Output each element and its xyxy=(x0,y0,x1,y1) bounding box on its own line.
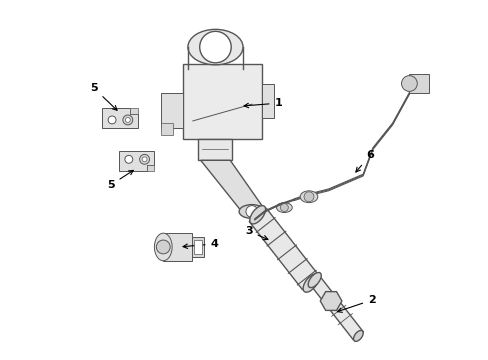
Polygon shape xyxy=(119,152,154,171)
Text: 2: 2 xyxy=(337,295,375,312)
Text: 5: 5 xyxy=(90,84,117,110)
Polygon shape xyxy=(197,139,232,160)
Circle shape xyxy=(401,76,416,91)
Polygon shape xyxy=(146,165,154,171)
Polygon shape xyxy=(161,123,173,135)
Circle shape xyxy=(140,154,149,164)
Text: 1: 1 xyxy=(244,98,282,108)
Ellipse shape xyxy=(307,273,321,288)
Polygon shape xyxy=(309,276,363,340)
Polygon shape xyxy=(191,237,203,257)
Circle shape xyxy=(142,157,147,162)
Text: 3: 3 xyxy=(244,226,267,240)
Polygon shape xyxy=(249,208,319,290)
Polygon shape xyxy=(102,108,138,128)
Polygon shape xyxy=(129,108,138,114)
Circle shape xyxy=(280,204,288,212)
Circle shape xyxy=(125,117,130,122)
Polygon shape xyxy=(161,93,183,128)
Polygon shape xyxy=(200,160,264,210)
Circle shape xyxy=(245,206,257,217)
Polygon shape xyxy=(261,84,273,118)
Circle shape xyxy=(156,240,170,254)
Ellipse shape xyxy=(300,191,317,203)
Ellipse shape xyxy=(276,203,292,212)
Circle shape xyxy=(304,192,313,202)
Ellipse shape xyxy=(353,330,363,341)
Circle shape xyxy=(199,31,231,63)
Text: 4: 4 xyxy=(183,239,218,249)
Ellipse shape xyxy=(249,206,265,224)
Ellipse shape xyxy=(187,30,243,65)
Polygon shape xyxy=(163,233,191,261)
Polygon shape xyxy=(183,64,261,139)
Ellipse shape xyxy=(239,204,264,219)
Text: 5: 5 xyxy=(107,170,133,190)
Text: 6: 6 xyxy=(355,150,373,172)
Polygon shape xyxy=(408,74,428,93)
Circle shape xyxy=(108,116,116,124)
Circle shape xyxy=(122,115,132,125)
Ellipse shape xyxy=(303,274,318,292)
Circle shape xyxy=(124,156,132,163)
Polygon shape xyxy=(193,240,201,254)
Ellipse shape xyxy=(154,233,172,261)
